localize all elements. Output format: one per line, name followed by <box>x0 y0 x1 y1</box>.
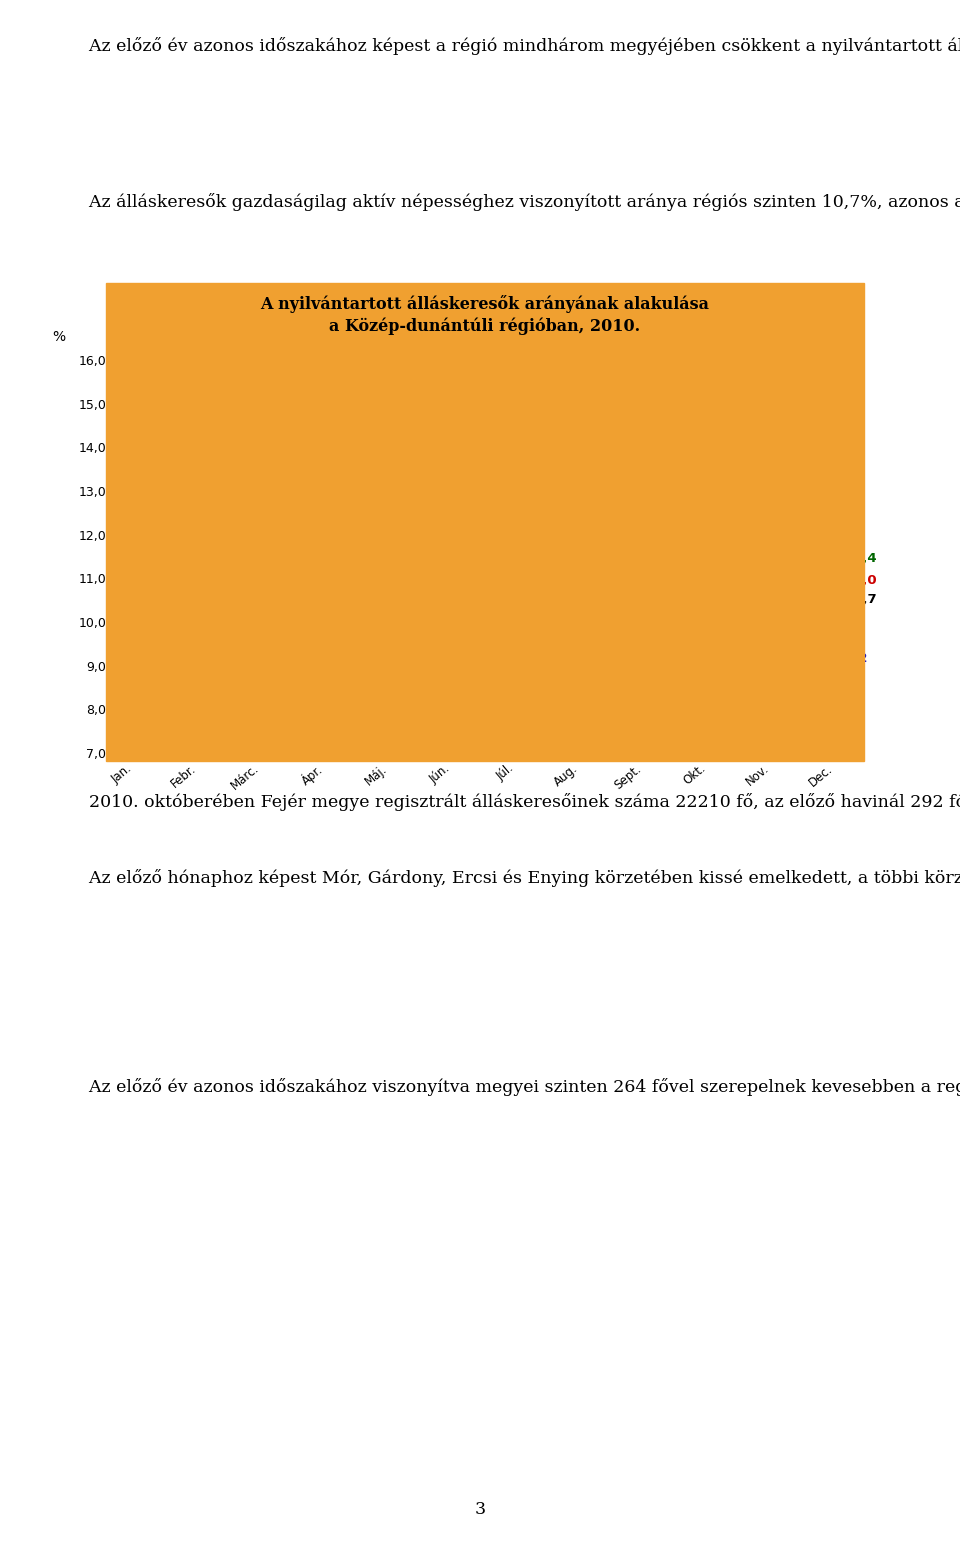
Text: 11,4: 11,4 <box>845 552 877 566</box>
Text: A nyilvántartott álláskeresők arányának alakulása
a Közép-dunántúli régióban, 20: A nyilvántartott álláskeresők arányának … <box>260 296 709 334</box>
Text: %: % <box>53 330 65 344</box>
Legend: Veszprém 2009., Fejér 2009., Kom.-Eszt. 2009., Fejér, Kom.-Eszt., Veszprém, Közé: Veszprém 2009., Fejér 2009., Kom.-Eszt. … <box>128 640 264 743</box>
Text: 10,7: 10,7 <box>845 593 877 606</box>
Text: 3: 3 <box>474 1501 486 1518</box>
Text: 11,0: 11,0 <box>845 573 877 587</box>
Text: Az álláskeresők gazdaságilag aktív népességhez viszonyított aránya régiós szinte: Az álláskeresők gazdaságilag aktív népes… <box>67 193 960 211</box>
Text: Az előző hónaphoz képest Mór, Gárdony, Ercsi és Enying körzetében kissé emelkede: Az előző hónaphoz képest Mór, Gárdony, E… <box>67 869 960 886</box>
Text: 9,2: 9,2 <box>845 652 868 666</box>
Text: Az előző év azonos időszakához képest a régió mindhárom megyéjében csökkent a ny: Az előző év azonos időszakához képest a … <box>67 37 960 55</box>
Text: 2010. októberében Fejér megye regisztrált álláskeresőinek száma 22210 fő, az elő: 2010. októberében Fejér megye regisztrál… <box>67 794 960 811</box>
Text: Az előző év azonos időszakához viszonyítva megyei szinten 264 fővel szerepelnek : Az előző év azonos időszakához viszonyít… <box>67 1079 960 1097</box>
